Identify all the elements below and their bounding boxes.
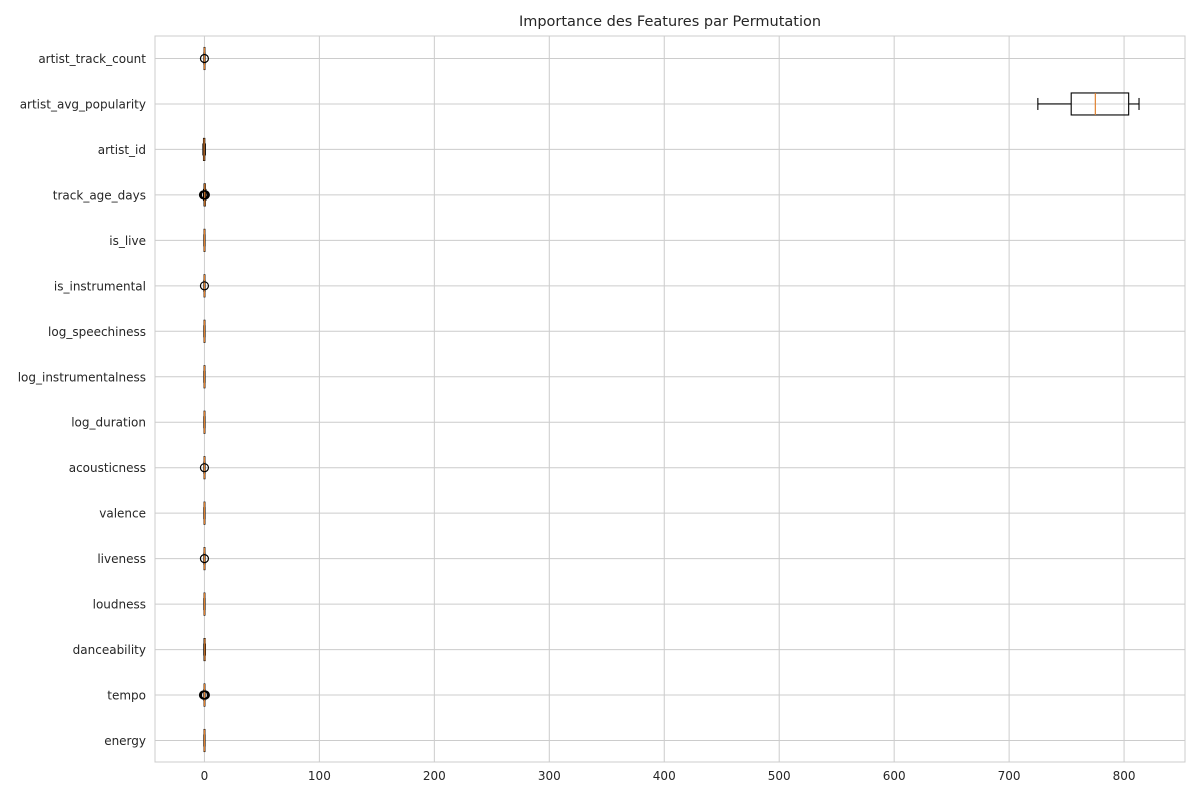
x-tick-label: 700 (998, 769, 1021, 783)
x-tick-label: 800 (1113, 769, 1136, 783)
box-track-age-days (198, 183, 210, 207)
plot-area-frame (154, 35, 1186, 763)
x-tick-label: 200 (423, 769, 446, 783)
box-is-live (203, 228, 206, 252)
y-tick-label: log_duration (71, 416, 146, 430)
chart-title: Importance des Features par Permutation (519, 14, 821, 30)
x-tick-label: 300 (538, 769, 561, 783)
y-tick-label: danceability (73, 643, 146, 657)
y-tick-label: log_speechiness (48, 325, 146, 339)
grid-layer (155, 36, 1185, 762)
outlier-point (199, 53, 210, 64)
y-tick-label: artist_avg_popularity (20, 97, 146, 111)
box-danceability (203, 638, 207, 662)
box-tempo (198, 683, 210, 707)
x-tick-label: 100 (308, 769, 331, 783)
y-tick-label: liveness (97, 552, 146, 566)
x-tick-label: 0 (201, 769, 209, 783)
box-energy (203, 728, 206, 753)
y-tick-label: loudness (93, 598, 146, 612)
y-tick-label: artist_id (98, 143, 146, 157)
x-tick-label: 600 (883, 769, 906, 783)
box-loudness (203, 592, 206, 616)
box-artist-track-count (199, 46, 210, 71)
box-artist-avg-popularity (1037, 92, 1140, 116)
y-tick-label: track_age_days (53, 188, 146, 202)
box-is-instrumental (199, 274, 210, 298)
box-log-duration (203, 410, 206, 434)
box-acousticness (199, 456, 210, 480)
outlier-point (199, 281, 210, 291)
y-tick-label: log_instrumentalness (18, 370, 146, 384)
box-log-speechiness (203, 319, 206, 343)
y-tick-label: is_instrumental (54, 279, 146, 293)
y-tick-label: energy (104, 734, 146, 748)
y-tick-label: artist_track_count (38, 52, 146, 66)
box-valence (203, 501, 206, 525)
box-liveness (199, 547, 210, 571)
y-tick-label: tempo (107, 689, 146, 703)
outlier-point (200, 690, 210, 700)
box-log-instrumentalness (203, 365, 206, 389)
outlier-point (200, 190, 210, 200)
outlier-point (199, 463, 210, 473)
label-layer: 0 100 200 300 400 500 600 700 800 artist_track_co… (18, 52, 1136, 783)
x-tick-label: 400 (653, 769, 676, 783)
x-tick-label: 500 (768, 769, 791, 783)
iqr-box (1070, 92, 1130, 116)
y-tick-label: valence (99, 507, 146, 521)
y-tick-label: is_live (109, 234, 146, 248)
outlier-point (199, 554, 210, 564)
box-layer (198, 46, 1140, 753)
box-artist-id (202, 137, 206, 161)
y-tick-label: acousticness (69, 461, 146, 475)
